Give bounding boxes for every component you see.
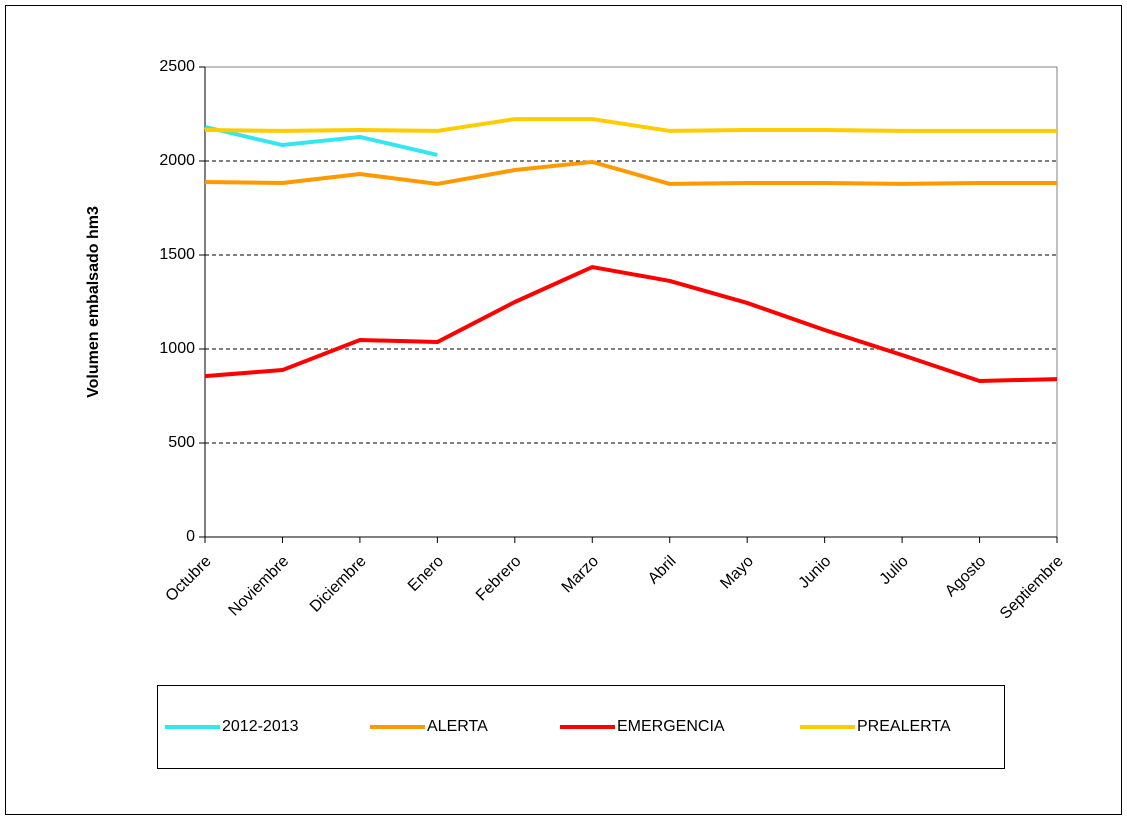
y-tick-label: 2000	[159, 152, 195, 169]
legend-label: 2012-2013	[222, 718, 299, 735]
series-line	[204, 117, 1057, 133]
y-tick-label: 1500	[159, 246, 195, 263]
y-tick-label: 1000	[159, 340, 195, 357]
y-tick-label: 0	[186, 528, 195, 545]
series-line	[204, 125, 438, 157]
legend-label: ALERTA	[427, 718, 488, 735]
legend-label: EMERGENCIA	[617, 718, 725, 735]
series-line	[204, 159, 1057, 186]
legend-label: PREALERTA	[857, 718, 951, 735]
series-line	[204, 265, 1058, 383]
y-tick-label: 2500	[159, 58, 195, 75]
y-tick-label: 500	[168, 434, 195, 451]
plot-area	[204, 66, 1058, 538]
y-axis-label: Volumen embalsado hm3	[85, 206, 102, 398]
